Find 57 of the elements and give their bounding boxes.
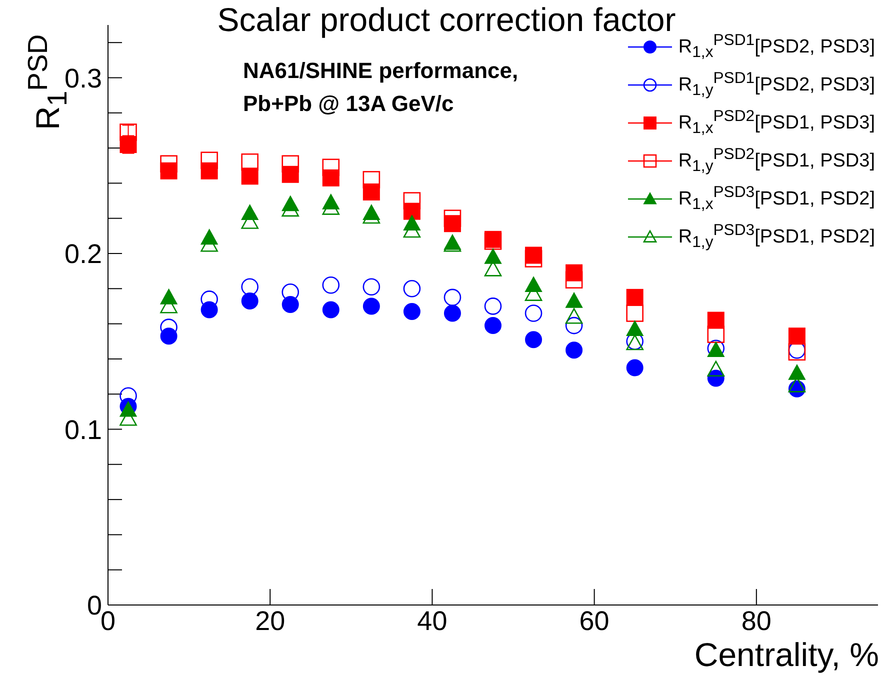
point bbox=[160, 155, 178, 172]
point bbox=[484, 317, 502, 334]
y-tick-label: 0.3 bbox=[64, 63, 102, 94]
point bbox=[566, 292, 583, 308]
annotation: Pb+Pb @ 13A GeV/c bbox=[243, 91, 454, 117]
x-tick-label: 80 bbox=[741, 606, 772, 636]
point bbox=[444, 210, 462, 227]
point bbox=[626, 304, 644, 322]
point bbox=[565, 316, 583, 334]
point bbox=[484, 248, 502, 264]
legend-label: R$_{1,y}$$^{PSD1}$[PSD2, PSD3] bbox=[678, 70, 875, 100]
legend-label: R$_{1,x}$$^{PSD1}$[PSD2, PSD3] bbox=[678, 32, 875, 62]
point bbox=[200, 152, 218, 169]
point bbox=[566, 342, 583, 359]
point bbox=[241, 278, 258, 296]
point bbox=[626, 288, 644, 306]
point bbox=[707, 360, 725, 377]
point bbox=[565, 271, 583, 288]
x-axis-title: Centrality, % bbox=[694, 636, 879, 674]
x-tick-label: 20 bbox=[255, 606, 286, 636]
legend-label: R$_{1,y}$$^{PSD2}$[PSD1, PSD3] bbox=[678, 146, 875, 176]
legend-label: R$_{1,x}$$^{PSD2}$[PSD1, PSD3] bbox=[678, 108, 875, 138]
point bbox=[362, 171, 380, 188]
point bbox=[200, 301, 218, 318]
point bbox=[362, 298, 380, 315]
point bbox=[444, 288, 462, 306]
point bbox=[484, 298, 502, 315]
chart-title: Scalar product correction factor bbox=[217, 1, 676, 38]
x-tick-label: 60 bbox=[579, 606, 610, 636]
point bbox=[241, 292, 258, 310]
point bbox=[788, 328, 806, 345]
point bbox=[403, 192, 421, 210]
y-tick-label: 0.1 bbox=[64, 414, 102, 445]
point bbox=[626, 359, 644, 376]
legend-label: R$_{1,x}$$^{PSD3}$[PSD1, PSD2] bbox=[678, 184, 875, 214]
point bbox=[403, 280, 421, 298]
point bbox=[524, 250, 542, 268]
point bbox=[282, 296, 299, 313]
point bbox=[626, 320, 644, 336]
x-tick-label: 40 bbox=[417, 606, 448, 636]
point bbox=[444, 304, 461, 322]
point bbox=[322, 158, 340, 176]
point bbox=[362, 278, 380, 296]
legend-label: R$_{1,y}$$^{PSD3}$[PSD1, PSD2] bbox=[678, 222, 875, 252]
point bbox=[565, 308, 583, 324]
annotation: NA61/SHINE performance, bbox=[243, 58, 518, 84]
point bbox=[241, 153, 258, 171]
point bbox=[322, 301, 340, 318]
y-tick-label: 0.2 bbox=[64, 239, 102, 270]
point bbox=[524, 304, 542, 322]
point bbox=[788, 364, 806, 380]
point bbox=[403, 302, 420, 320]
point bbox=[525, 331, 542, 348]
point bbox=[282, 155, 300, 172]
point bbox=[241, 168, 258, 185]
point bbox=[707, 326, 725, 343]
point bbox=[322, 276, 340, 294]
